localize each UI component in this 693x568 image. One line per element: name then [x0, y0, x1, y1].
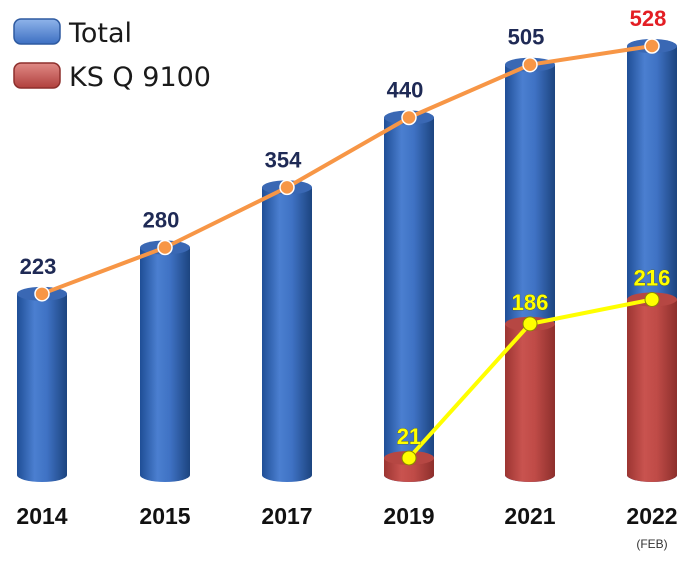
x-tick-2022: 2022	[626, 503, 677, 529]
label-total-2019: 440	[387, 78, 424, 103]
point-total-2017	[279, 179, 295, 196]
bar-ks-2021-body	[505, 323, 555, 482]
point-ks-2019	[401, 450, 417, 466]
x-tick-note-2022: (FEB)	[636, 537, 667, 551]
bar-total-2017-body	[262, 187, 312, 482]
point-total-2021	[522, 56, 538, 73]
legend: Total KS Q 9100	[13, 18, 211, 93]
lines	[34, 38, 660, 466]
x-tick-2015: 2015	[139, 503, 190, 529]
point-total-2019	[401, 109, 417, 126]
bars	[17, 39, 677, 482]
label-total-2021: 505	[508, 25, 545, 50]
x-axis: 2014 2015 2017 2019 2021 2022 (FEB)	[16, 503, 677, 551]
legend-label-ks: KS Q 9100	[69, 62, 211, 93]
legend-swatch-total	[13, 18, 61, 45]
x-tick-2017: 2017	[261, 503, 312, 529]
x-tick-2014: 2014	[16, 503, 67, 529]
bar-total-2014-body	[17, 293, 67, 482]
legend-label-total: Total	[68, 18, 132, 49]
legend-swatch-ks	[13, 62, 61, 89]
label-total-2017: 354	[265, 147, 302, 172]
label-total-2022: 528	[630, 6, 667, 31]
label-total-2014: 223	[20, 254, 57, 279]
bar-total-2015-body	[140, 247, 190, 482]
bar-total-2017	[262, 180, 312, 482]
legend-item-total: Total	[13, 18, 132, 49]
x-tick-2021: 2021	[504, 503, 555, 529]
point-ks-2021	[522, 316, 538, 332]
point-ks-2022	[644, 292, 660, 307]
x-tick-2019: 2019	[383, 503, 434, 529]
label-ks-2021: 186	[512, 290, 549, 315]
legend-item-ks: KS Q 9100	[13, 62, 211, 93]
point-total-2014	[34, 286, 50, 302]
bar-ks-2022	[627, 292, 677, 482]
bar-total-2019-body	[384, 117, 434, 482]
bar-total-2014	[17, 286, 67, 482]
point-total-2022	[644, 38, 660, 54]
bar-ks-2022-body	[627, 299, 677, 482]
label-ks-2019: 21	[397, 424, 421, 449]
point-total-2015	[157, 239, 173, 256]
line-total	[41, 44, 653, 296]
bar-total-2015	[140, 240, 190, 482]
data-labels: 223 280 354 440 505 528 21 186 216	[20, 6, 671, 449]
label-total-2015: 280	[143, 208, 180, 233]
label-ks-2022: 216	[634, 266, 671, 291]
